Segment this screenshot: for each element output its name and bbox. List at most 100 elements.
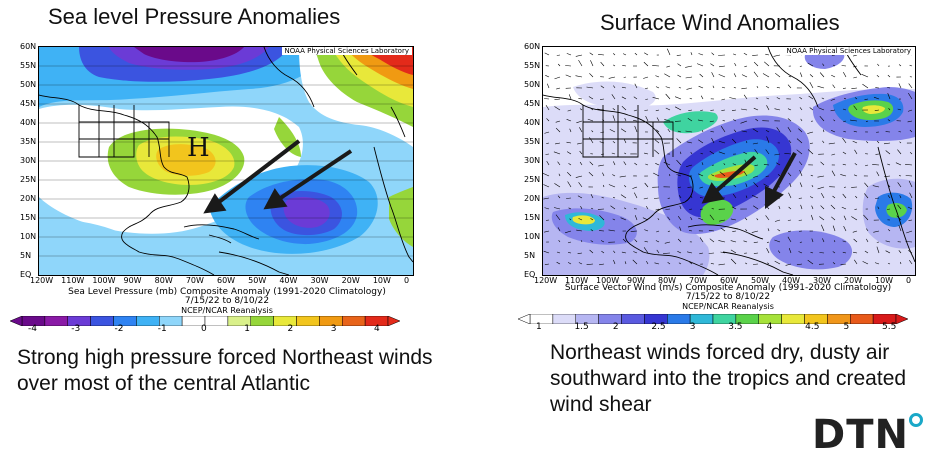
wind-vector: [664, 119, 671, 122]
wind-vector: [898, 131, 902, 133]
wind-vector: [600, 61, 605, 67]
wind-vector: [568, 94, 572, 100]
wind-vector: [787, 172, 792, 177]
wind-vector: [842, 151, 847, 155]
wind-vector: [676, 159, 682, 166]
sea-level-pressure-colorbar: [9, 313, 401, 327]
wind-vector: [613, 161, 616, 166]
wind-vector: [655, 208, 660, 211]
wind-vector: [588, 96, 594, 100]
wind-vector: [600, 98, 605, 100]
wind-vector: [752, 128, 759, 133]
wind-vector: [745, 262, 748, 265]
wind-vector: [699, 252, 704, 255]
wind-vector: [763, 183, 770, 188]
wind-vector: [753, 205, 759, 210]
latitude-label: 60N: [20, 42, 37, 51]
wind-vector: [654, 139, 660, 144]
wind-vector: [733, 87, 737, 89]
colorbar-cell: [850, 313, 874, 325]
wind-vector: [587, 118, 594, 122]
wind-vector: [745, 195, 748, 199]
wind-vector: [677, 186, 682, 188]
wind-vector: [586, 86, 594, 89]
wind-vector: [679, 205, 682, 210]
wind-vector: [832, 84, 836, 89]
wind-vector: [809, 74, 814, 78]
wind-vector: [800, 72, 803, 78]
wind-vector: [789, 183, 792, 188]
wind-vector: [774, 108, 781, 111]
wind-vector: [732, 230, 737, 232]
wind-vector: [544, 207, 550, 210]
wind-vector: [897, 108, 902, 111]
wind-vector: [808, 95, 814, 100]
wind-vector: [887, 92, 891, 100]
wind-vector: [687, 118, 693, 122]
wind-vector: [864, 250, 869, 254]
wind-vector: [556, 261, 561, 265]
wind-vector: [767, 262, 770, 265]
wind-vector: [700, 109, 704, 111]
wind-vector: [876, 74, 880, 78]
colorbar-tick-label: 3.5: [728, 322, 743, 332]
wind-vector: [862, 83, 869, 89]
colorbar-cell: [621, 313, 645, 325]
wind-vector: [645, 87, 649, 89]
wind-vector: [710, 63, 715, 67]
wind-vector: [652, 65, 660, 67]
wind-vector: [644, 241, 649, 243]
wind-vector: [752, 263, 759, 265]
right-map-subtitle: Surface Vector Wind (m/s) Composite Anom…: [564, 283, 892, 293]
colorbar-tick-label: 4.5: [805, 322, 820, 332]
wind-vector: [718, 240, 726, 243]
wind-vector: [907, 120, 913, 123]
wind-vector: [611, 94, 616, 100]
wind-vector: [655, 109, 660, 112]
wind-vector: [566, 53, 572, 56]
wind-vector: [589, 73, 594, 78]
wind-vector: [743, 94, 748, 100]
wind-vector: [590, 240, 594, 243]
wind-vector: [887, 119, 891, 122]
left-map-subtitle: Sea Level Pressure (mb) Composite Anomal…: [68, 287, 386, 297]
wind-vector: [873, 96, 880, 100]
longitude-label: 100W: [92, 276, 116, 285]
wind-vector: [784, 153, 792, 155]
wind-vector: [832, 251, 836, 254]
colorbar-tick-label: 3: [689, 322, 696, 332]
wind-vector: [788, 230, 792, 232]
dtn-logo-text: DTN: [812, 412, 909, 458]
longitude-label: 0: [404, 276, 410, 285]
wind-vector: [743, 171, 748, 177]
wind-vector: [809, 81, 814, 89]
wind-vector: [698, 53, 704, 56]
wind-vector: [653, 172, 660, 177]
wind-vector: [906, 230, 913, 234]
wind-vector: [603, 184, 605, 188]
wind-vector: [608, 184, 616, 188]
wind-vector: [654, 149, 660, 155]
wind-vector: [654, 262, 660, 265]
wind-vector: [809, 142, 814, 144]
wind-vector: [883, 142, 891, 145]
wind-vector: [644, 109, 649, 111]
wind-vector: [887, 163, 891, 166]
wind-vector: [776, 87, 781, 89]
wind-vector: [674, 106, 682, 111]
colorbar-tick-label: 4: [374, 324, 380, 334]
wind-vector: [909, 129, 913, 133]
wind-vector: [753, 61, 759, 67]
wind-vector: [623, 76, 627, 78]
wind-vector: [853, 130, 858, 133]
wind-vector: [566, 119, 572, 122]
wind-vector: [828, 142, 836, 145]
longitude-label: 10W: [875, 276, 894, 285]
longitude-label: 10W: [372, 276, 391, 285]
colorbar-cell: [781, 313, 805, 325]
wind-vector: [885, 250, 891, 254]
wind-vector: [621, 251, 627, 254]
wind-vector: [831, 74, 836, 78]
colorbar-tick-label: 1: [536, 322, 542, 332]
wind-vector: [718, 263, 726, 266]
